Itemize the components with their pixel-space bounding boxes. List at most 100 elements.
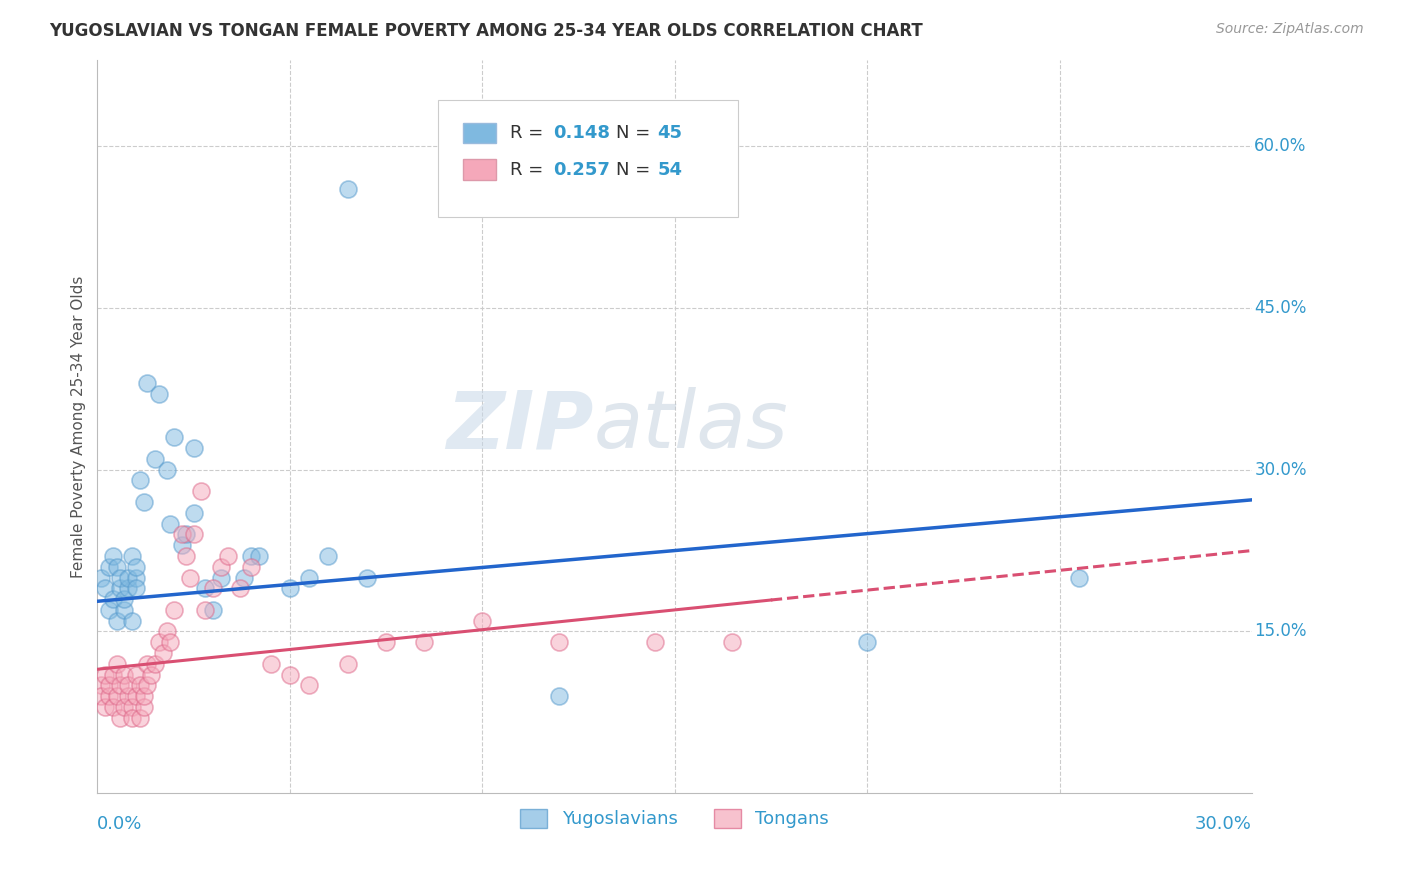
Text: ZIP: ZIP bbox=[447, 387, 593, 466]
Point bbox=[190, 484, 212, 499]
Legend: Yugoslavians, Tongans: Yugoslavians, Tongans bbox=[513, 802, 837, 836]
Point bbox=[121, 700, 143, 714]
Point bbox=[117, 690, 139, 704]
Point bbox=[128, 474, 150, 488]
Point bbox=[209, 570, 232, 584]
Point bbox=[152, 646, 174, 660]
Point bbox=[110, 711, 132, 725]
Point bbox=[105, 690, 128, 704]
Point bbox=[201, 603, 224, 617]
Point bbox=[209, 559, 232, 574]
Point bbox=[356, 570, 378, 584]
Point bbox=[156, 624, 179, 639]
Point bbox=[121, 549, 143, 563]
Text: 54: 54 bbox=[658, 161, 682, 178]
Point bbox=[170, 538, 193, 552]
Point bbox=[128, 678, 150, 692]
Text: Source: ZipAtlas.com: Source: ZipAtlas.com bbox=[1216, 22, 1364, 37]
Point bbox=[278, 582, 301, 596]
Text: atlas: atlas bbox=[593, 387, 789, 466]
Point bbox=[298, 678, 321, 692]
FancyBboxPatch shape bbox=[464, 123, 496, 144]
Point bbox=[201, 582, 224, 596]
Point bbox=[112, 700, 135, 714]
Point bbox=[232, 570, 254, 584]
Point bbox=[548, 690, 571, 704]
Point bbox=[101, 700, 124, 714]
Point bbox=[136, 678, 159, 692]
Point bbox=[97, 678, 120, 692]
Point bbox=[247, 549, 270, 563]
Point bbox=[217, 549, 239, 563]
Point bbox=[101, 549, 124, 563]
Point bbox=[413, 635, 436, 649]
Point bbox=[94, 582, 117, 596]
Point bbox=[170, 527, 193, 541]
Point bbox=[316, 549, 339, 563]
Text: 15.0%: 15.0% bbox=[1254, 623, 1306, 640]
Point bbox=[110, 570, 132, 584]
Point bbox=[143, 657, 166, 671]
Point bbox=[125, 690, 148, 704]
Point bbox=[136, 376, 159, 391]
Point bbox=[183, 441, 205, 455]
Point bbox=[117, 582, 139, 596]
Point bbox=[548, 635, 571, 649]
Point bbox=[1067, 570, 1090, 584]
Point bbox=[112, 592, 135, 607]
Point bbox=[117, 570, 139, 584]
Point bbox=[278, 667, 301, 681]
Point bbox=[174, 549, 197, 563]
Point bbox=[194, 603, 217, 617]
Point bbox=[159, 635, 181, 649]
Text: 45: 45 bbox=[658, 124, 682, 142]
Text: 60.0%: 60.0% bbox=[1254, 137, 1306, 155]
Point bbox=[105, 559, 128, 574]
Point bbox=[117, 678, 139, 692]
Point bbox=[121, 614, 143, 628]
Text: N =: N = bbox=[616, 124, 655, 142]
FancyBboxPatch shape bbox=[464, 160, 496, 180]
Point bbox=[336, 182, 359, 196]
Point bbox=[128, 711, 150, 725]
Point bbox=[148, 387, 170, 401]
Point bbox=[121, 711, 143, 725]
Point bbox=[259, 657, 281, 671]
Point bbox=[94, 700, 117, 714]
Point bbox=[156, 462, 179, 476]
Point bbox=[148, 635, 170, 649]
Point bbox=[132, 495, 155, 509]
Point bbox=[298, 570, 321, 584]
Point bbox=[141, 667, 163, 681]
Point bbox=[174, 527, 197, 541]
Point bbox=[132, 690, 155, 704]
Point bbox=[105, 657, 128, 671]
Point bbox=[143, 451, 166, 466]
Point bbox=[721, 635, 744, 649]
Point bbox=[336, 657, 359, 671]
Point bbox=[125, 570, 148, 584]
Point bbox=[105, 614, 128, 628]
Point bbox=[136, 657, 159, 671]
Text: 30.0%: 30.0% bbox=[1195, 815, 1251, 833]
Y-axis label: Female Poverty Among 25-34 Year Olds: Female Poverty Among 25-34 Year Olds bbox=[72, 276, 86, 578]
Point bbox=[90, 570, 112, 584]
Point bbox=[159, 516, 181, 531]
Point bbox=[194, 582, 217, 596]
Text: 0.148: 0.148 bbox=[554, 124, 610, 142]
Text: N =: N = bbox=[616, 161, 655, 178]
Point bbox=[97, 559, 120, 574]
Point bbox=[179, 570, 201, 584]
Point bbox=[101, 667, 124, 681]
Text: YUGOSLAVIAN VS TONGAN FEMALE POVERTY AMONG 25-34 YEAR OLDS CORRELATION CHART: YUGOSLAVIAN VS TONGAN FEMALE POVERTY AMO… bbox=[49, 22, 922, 40]
Point bbox=[183, 506, 205, 520]
Point bbox=[132, 700, 155, 714]
Point bbox=[240, 559, 263, 574]
Text: 0.257: 0.257 bbox=[554, 161, 610, 178]
Point bbox=[94, 667, 117, 681]
Point bbox=[375, 635, 398, 649]
Point bbox=[229, 582, 252, 596]
Text: 0.0%: 0.0% bbox=[97, 815, 143, 833]
Point bbox=[90, 690, 112, 704]
Point bbox=[90, 678, 112, 692]
